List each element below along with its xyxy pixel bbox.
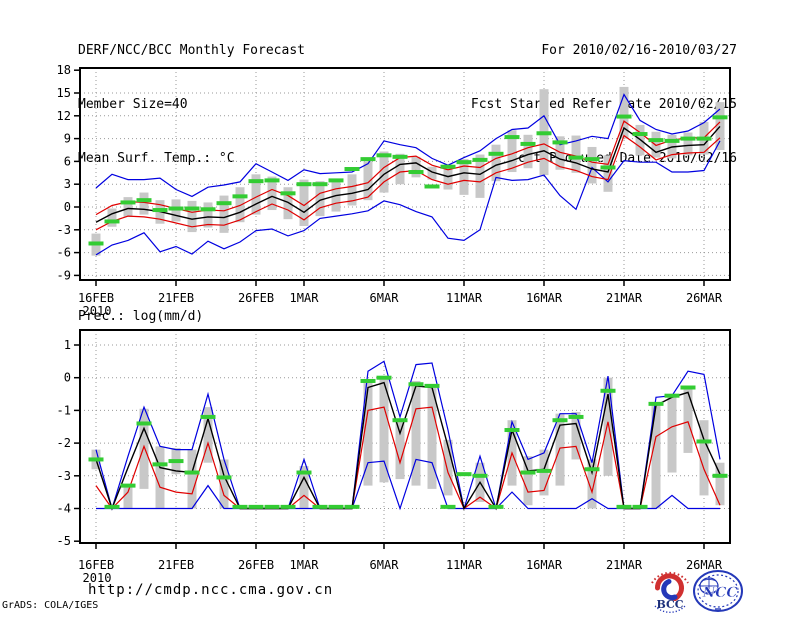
source-url: http://cmdp.ncc.cma.gov.cn <box>88 582 334 598</box>
svg-text:6MAR: 6MAR <box>370 291 400 305</box>
prec-chart-title: Prec.: log(mm/d) <box>78 309 204 324</box>
svg-text:1MAR: 1MAR <box>290 291 320 305</box>
bcc-logo-top-arc-text <box>651 571 689 584</box>
bcc-logo: BCC <box>646 568 694 616</box>
svg-text:26MAR: 26MAR <box>686 558 723 572</box>
svg-text:1: 1 <box>64 338 71 352</box>
svg-text:15: 15 <box>57 86 71 100</box>
ncc-logo-ring <box>693 570 743 612</box>
ncc-logo-globe <box>699 577 719 595</box>
svg-text:2010: 2010 <box>83 304 112 318</box>
svg-text:12: 12 <box>57 109 71 123</box>
svg-text:26FEB: 26FEB <box>238 558 274 572</box>
svg-text:0: 0 <box>64 200 71 214</box>
svg-text:3: 3 <box>64 177 71 191</box>
svg-text:-2: -2 <box>57 436 71 450</box>
svg-text:-3: -3 <box>57 223 71 237</box>
series-black_mean <box>95 381 721 511</box>
svg-text:16MAR: 16MAR <box>526 291 563 305</box>
series-blue_lower_envelope <box>95 140 721 256</box>
svg-text:-3: -3 <box>57 469 71 483</box>
report-title: DERF/NCC/BCC Monthly Forecast <box>78 43 305 58</box>
svg-text:21FEB: 21FEB <box>158 558 194 572</box>
svg-text:26FEB: 26FEB <box>238 291 274 305</box>
ncc-logo-globe-grid <box>700 578 718 594</box>
y-axis: 18 15 12 9 6 3 0 -3 -6 -9 <box>57 63 80 282</box>
svg-text:-9: -9 <box>57 268 71 282</box>
series-red_lower <box>95 406 721 510</box>
svg-text:16FEB: 16FEB <box>78 291 114 305</box>
bcc-logo-bottom-arc-text <box>654 605 686 613</box>
plot-border <box>79 67 731 281</box>
green-markers <box>88 114 728 246</box>
svg-text:21MAR: 21MAR <box>606 291 643 305</box>
temp-chart-title: Mean Surf. Temp.: °C <box>78 151 235 166</box>
svg-text:6MAR: 6MAR <box>370 558 400 572</box>
svg-text:21MAR: 21MAR <box>606 558 643 572</box>
bcc-logo-red-swirl <box>654 573 684 601</box>
svg-text:16MAR: 16MAR <box>526 558 563 572</box>
series-blue_upper_envelope <box>95 360 721 511</box>
svg-text:16FEB: 16FEB <box>78 558 114 572</box>
bcc-logo-text: BCC <box>656 598 683 611</box>
gridlines <box>80 68 730 280</box>
ncc-logo-wreath <box>697 574 739 608</box>
ncc-logo: NCC <box>693 570 743 612</box>
gridlines <box>80 330 730 543</box>
series-red_upper <box>95 120 721 216</box>
plot-border <box>79 329 731 544</box>
ncc-logo-text: NCC <box>701 585 737 601</box>
svg-text:-6: -6 <box>57 246 71 260</box>
svg-text:2010: 2010 <box>83 571 112 585</box>
svg-text:0: 0 <box>64 371 71 385</box>
svg-text:1MAR: 1MAR <box>290 558 320 572</box>
svg-text:11MAR: 11MAR <box>446 558 483 572</box>
series-black_mean <box>95 125 721 223</box>
svg-text:-4: -4 <box>57 502 71 516</box>
y-axis: 1 0 -1 -2 -3 -4 -5 <box>57 338 80 548</box>
forecast-range: For 2010/02/16-2010/03/27 <box>541 43 737 58</box>
series-blue_upper_envelope <box>95 93 721 198</box>
svg-text:6: 6 <box>64 154 71 168</box>
svg-text:18: 18 <box>57 63 71 77</box>
grads-credit: GrADS: COLA/IGES <box>2 600 99 611</box>
svg-text:9: 9 <box>64 132 71 146</box>
svg-text:-1: -1 <box>57 403 71 417</box>
bcc-logo-blue-swirl <box>661 579 678 601</box>
series-red_lower <box>95 134 721 231</box>
svg-text:21FEB: 21FEB <box>158 291 194 305</box>
svg-text:26MAR: 26MAR <box>686 291 723 305</box>
svg-text:-5: -5 <box>57 534 71 548</box>
green-markers <box>88 375 728 509</box>
header-left: DERF/NCC/BCC Monthly Forecast Member Siz… <box>78 6 305 204</box>
member-size: Member Size=40 <box>78 97 188 112</box>
series-blue_lower_envelope <box>96 458 720 511</box>
svg-text:11MAR: 11MAR <box>446 291 483 305</box>
